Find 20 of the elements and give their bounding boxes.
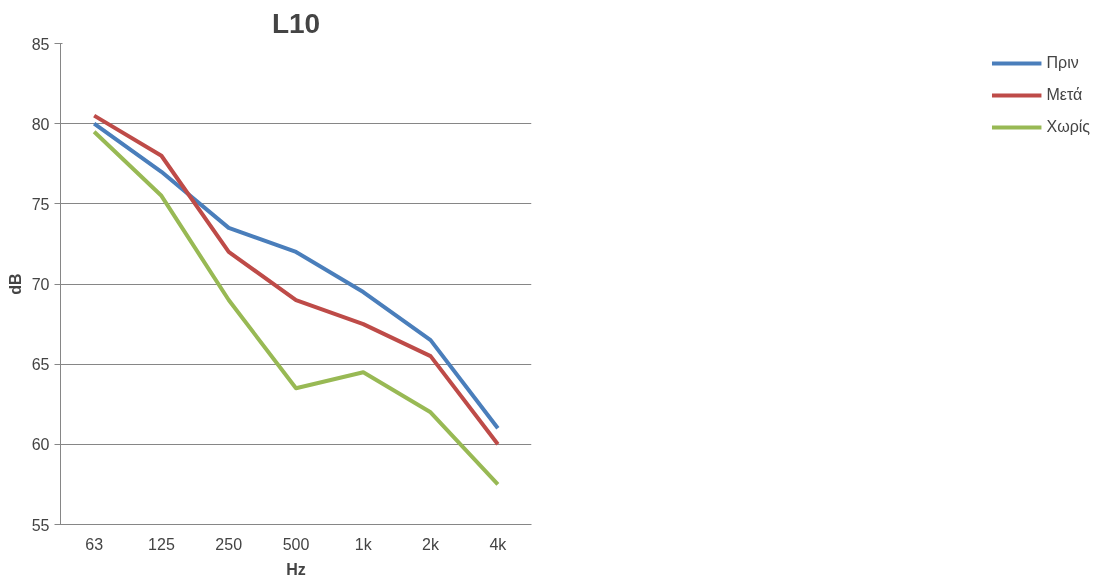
x-tick-label: 63 [85, 535, 104, 553]
x-tick-label: 2k [422, 535, 441, 553]
y-axis-title: dB [6, 273, 24, 295]
y-tick-label: 60 [31, 436, 50, 454]
y-tick-label: 75 [31, 195, 50, 213]
legend-label: Πριν [1046, 54, 1079, 72]
legend-label: Μετά [1046, 86, 1083, 104]
x-tick-label: 125 [148, 535, 175, 553]
y-tick-label: 65 [31, 356, 50, 374]
x-tick-label: 1k [354, 535, 373, 553]
x-tick-label: 500 [282, 535, 310, 553]
y-tick-label: 80 [31, 115, 50, 133]
y-tick-label: 55 [31, 516, 50, 534]
y-tick-label: 70 [31, 276, 50, 293]
x-axis-title: Hz [286, 560, 306, 578]
x-tick-label: 250 [215, 535, 243, 553]
chart-title: L10 [271, 7, 321, 39]
legend-label: Χωρίς [1046, 118, 1090, 136]
y-tick-label: 85 [31, 35, 50, 53]
x-tick-label: 4k [489, 535, 508, 553]
